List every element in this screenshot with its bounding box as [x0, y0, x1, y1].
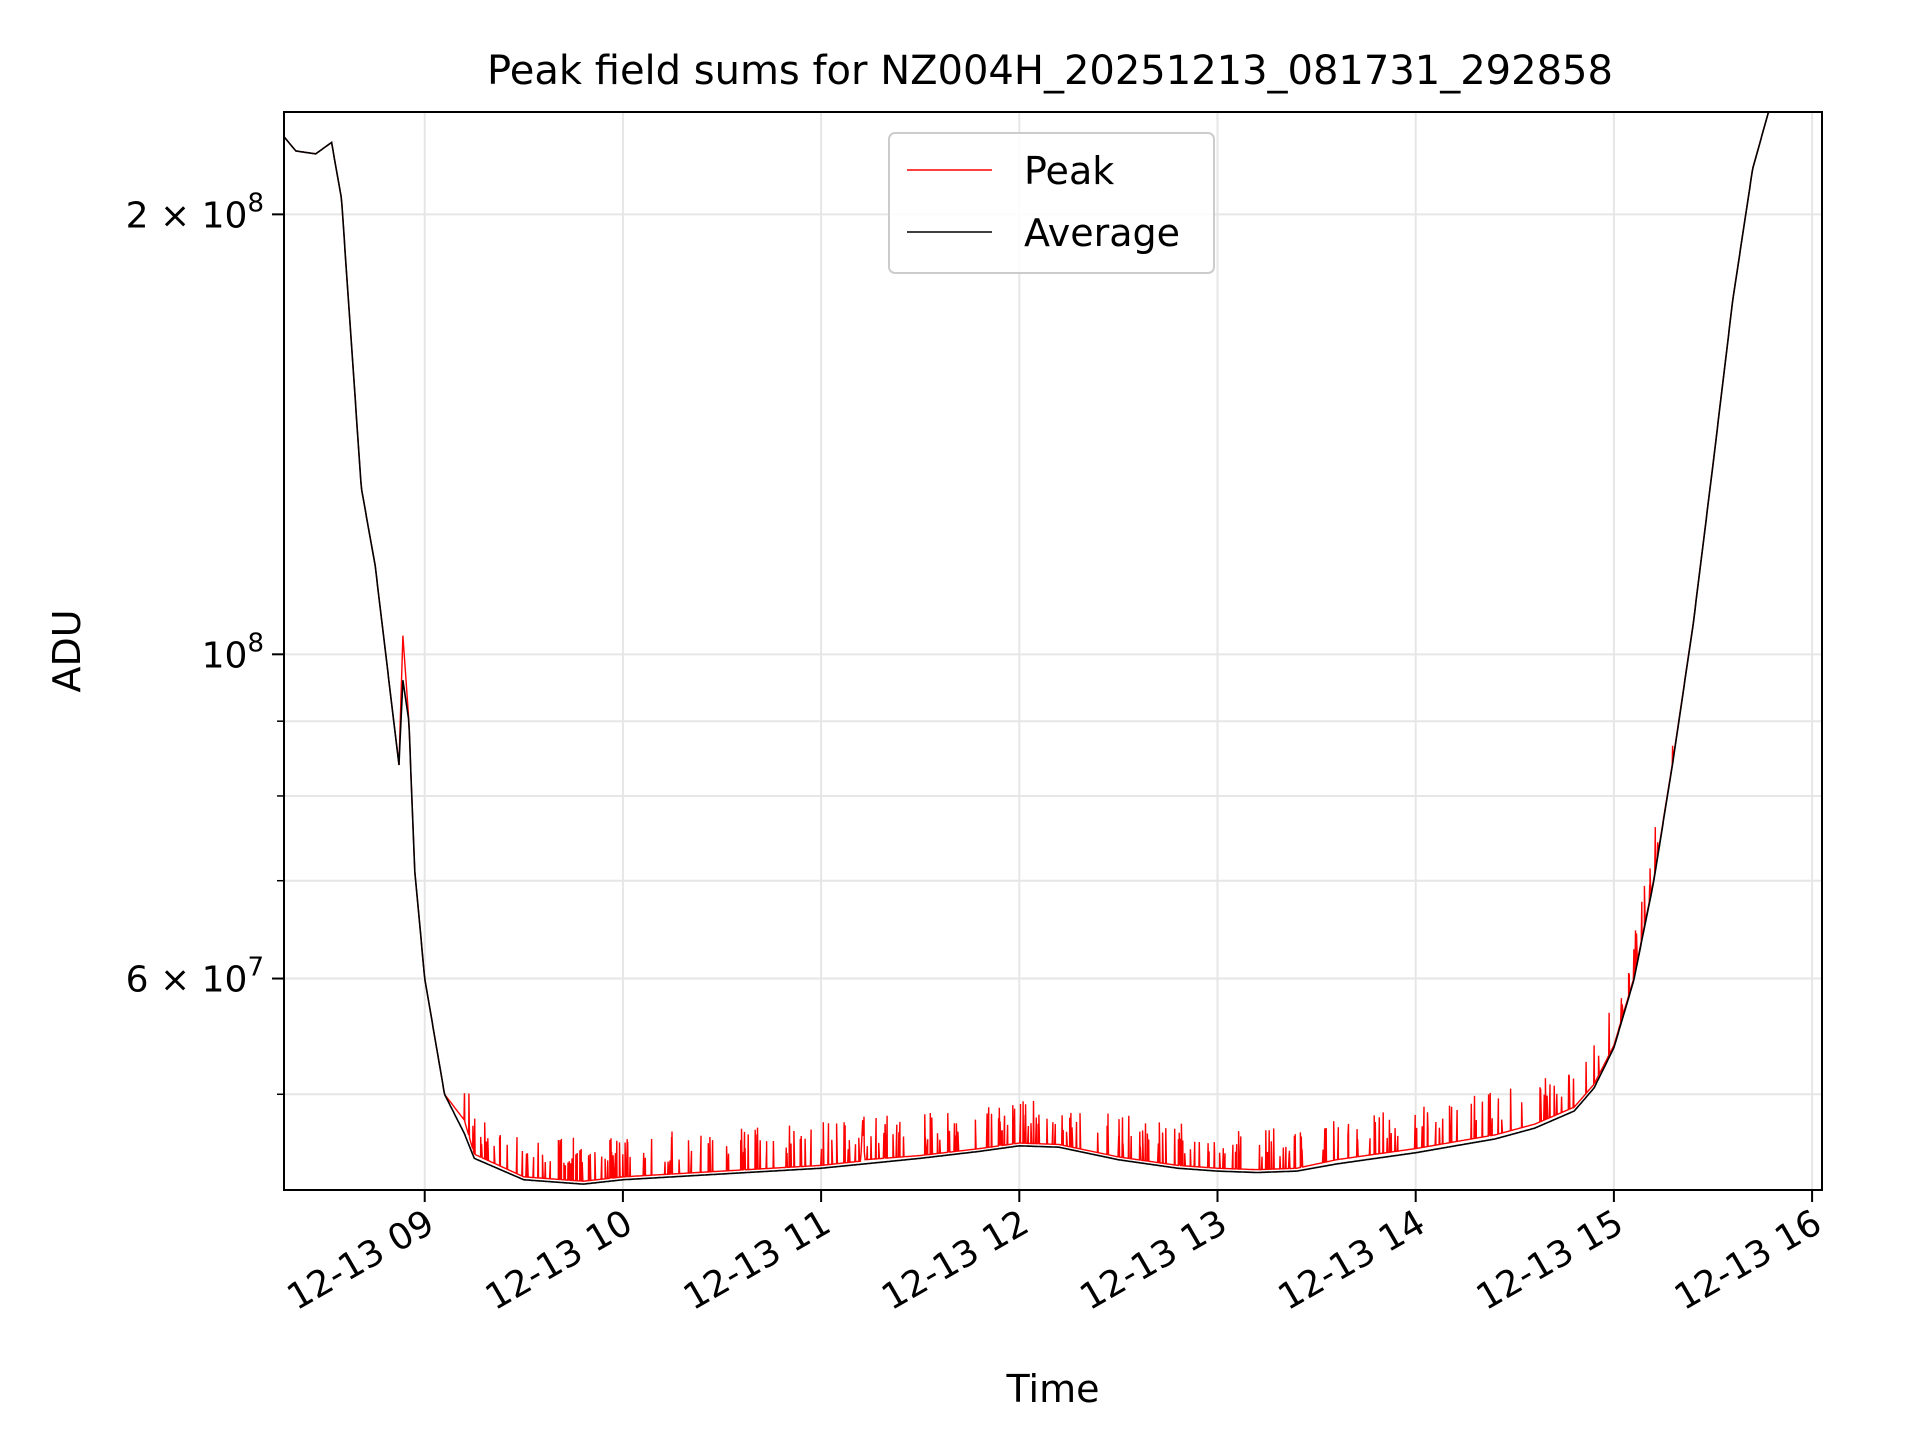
y-tick-label: 108: [202, 628, 264, 676]
x-axis-label: Time: [1006, 1367, 1100, 1411]
legend-box: [888, 132, 1215, 274]
y-axis-label: ADU: [45, 609, 89, 692]
y-tick-label: 6 × 107: [126, 953, 264, 1001]
legend-peak-label: Peak: [1024, 149, 1114, 193]
series-average-line: [284, 112, 1783, 1185]
y-axis: 2 × 108 108 6 × 107: [126, 188, 284, 1096]
y-tick-label: 2 × 108: [126, 188, 264, 236]
grid: [284, 112, 1822, 1190]
legend: Peak Average: [888, 132, 1215, 274]
data-lines: [284, 112, 1783, 1185]
legend-average-label: Average: [1024, 211, 1180, 255]
series-peak-line: [284, 112, 1783, 1182]
chart-title: Peak field sums for NZ004H_20251213_0817…: [487, 48, 1613, 94]
plot-frame: [283, 111, 1823, 1191]
